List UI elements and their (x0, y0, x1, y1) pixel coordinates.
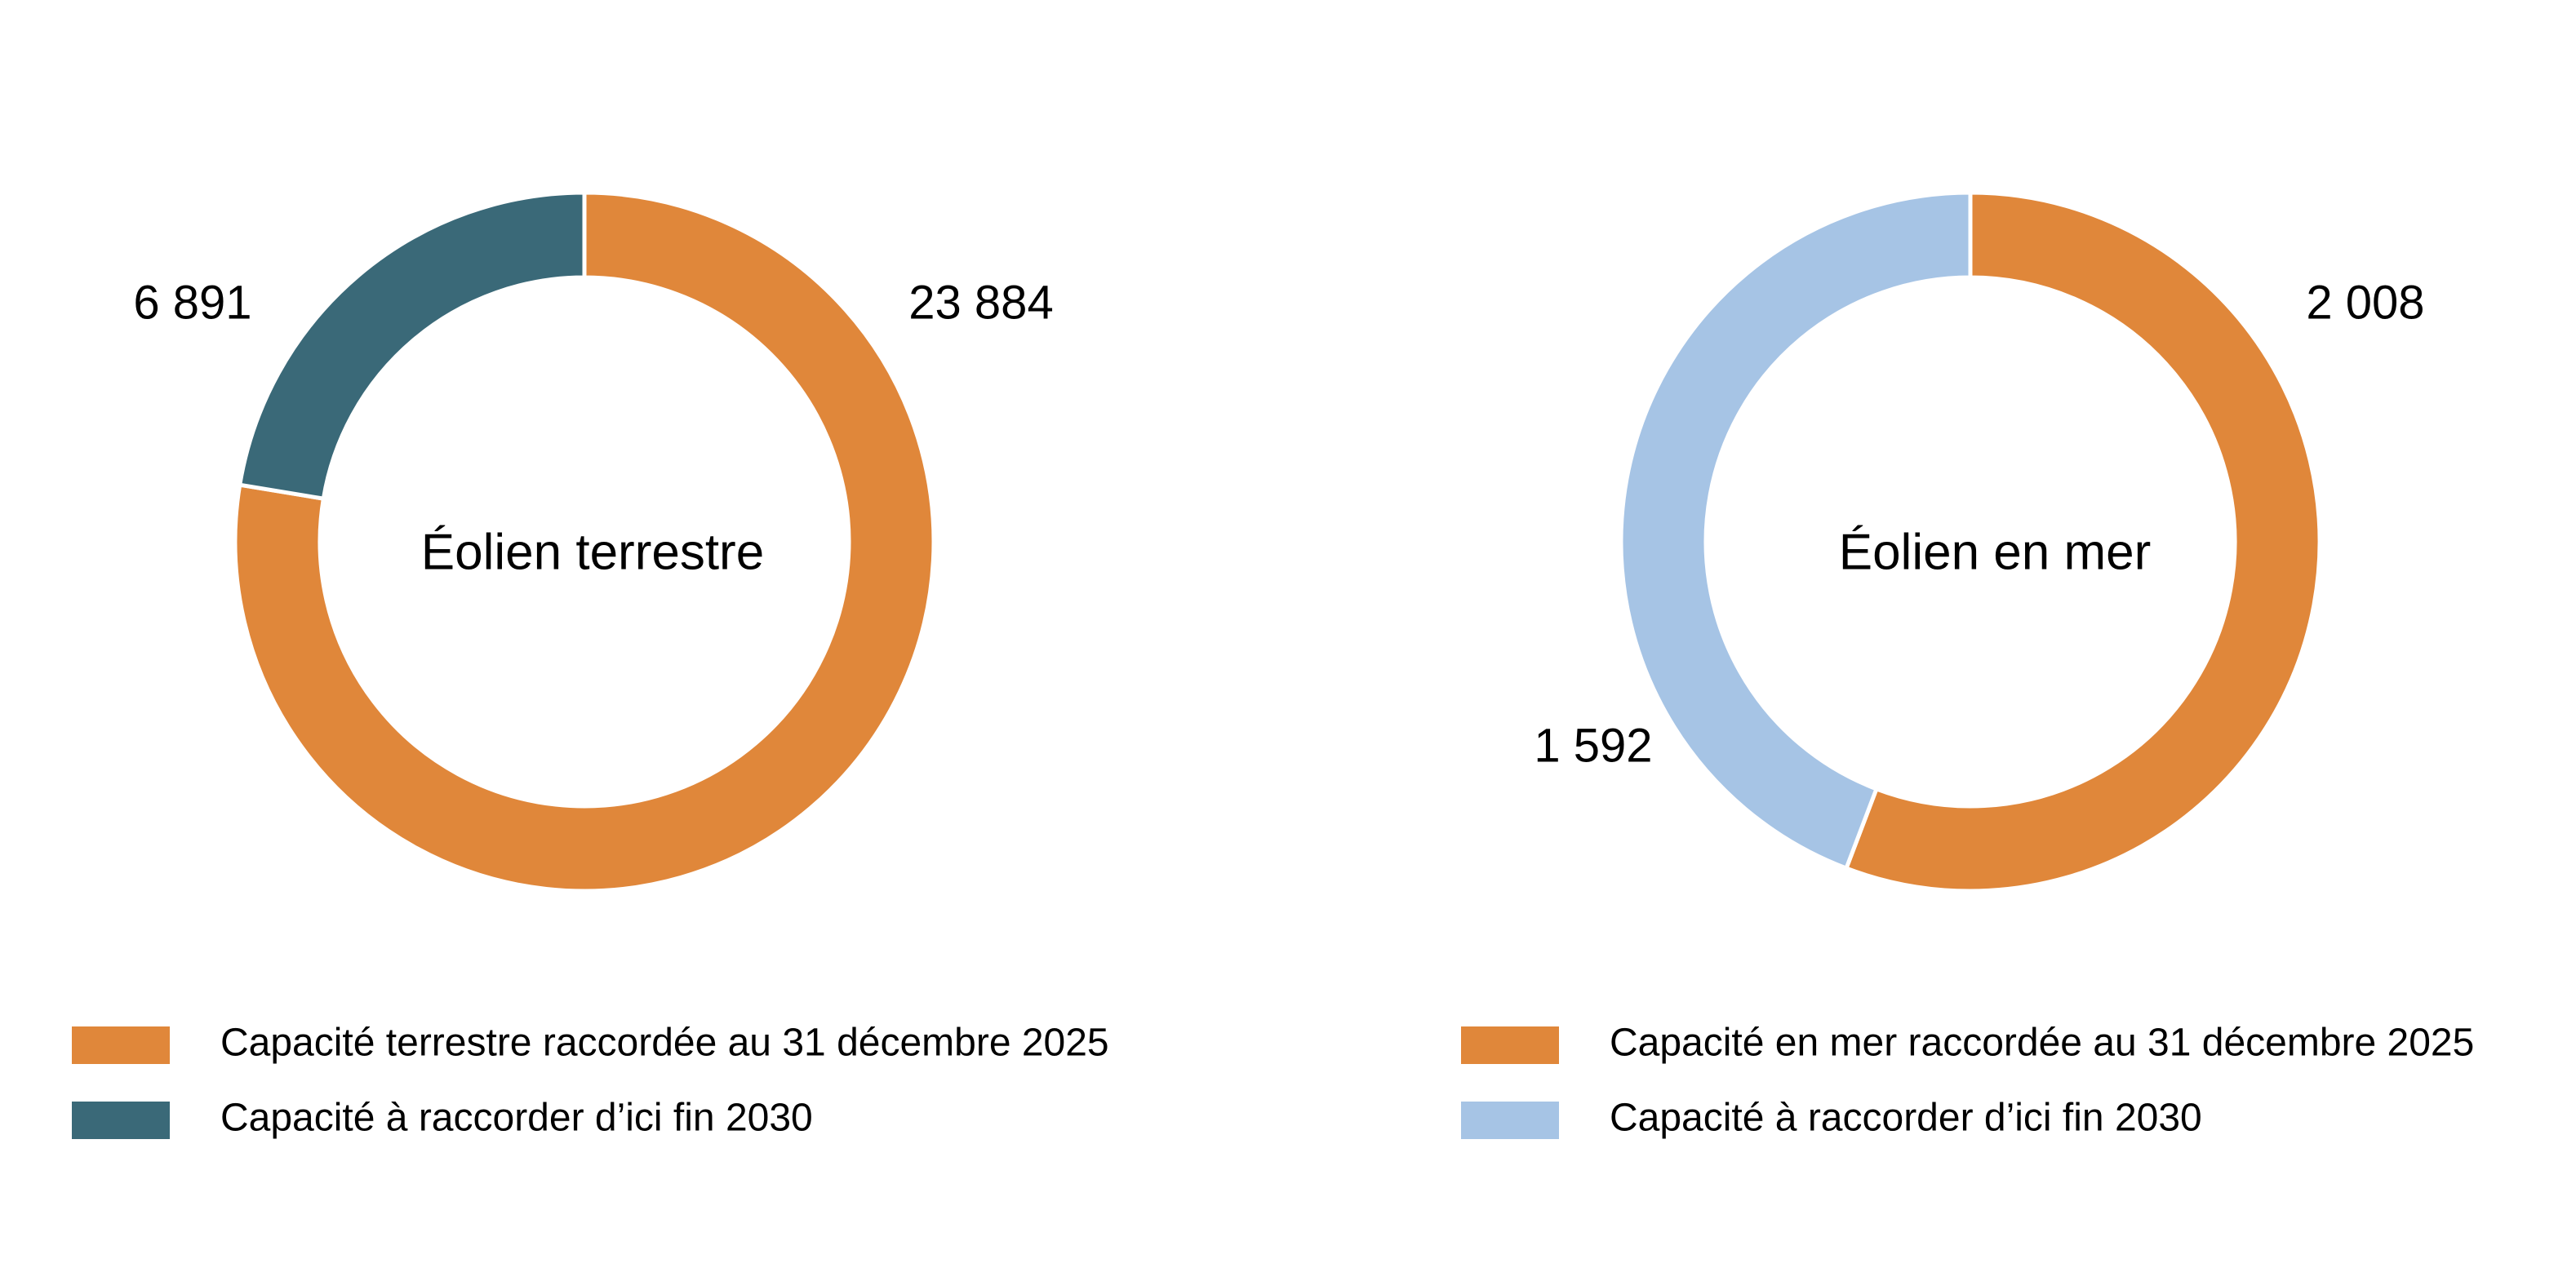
data-label-offshore-to-connect: 1 592 (1534, 719, 1652, 772)
legend-swatch-onshore-to-connect (72, 1102, 170, 1139)
data-label-offshore-connected: 2 008 (2306, 276, 2424, 329)
donut-center-title-onshore: Éolien terrestre (421, 524, 764, 580)
data-label-onshore-connected: 23 884 (908, 276, 1053, 329)
donut-segment-offshore-connected (1844, 190, 2322, 893)
legend-swatch-onshore-connected (72, 1026, 170, 1064)
donut-segment-onshore-connected (233, 190, 936, 893)
legend-label-onshore-connected: Capacité terrestre raccordée au 31 décem… (220, 1022, 1109, 1065)
legend-swatch-offshore-connected (1461, 1026, 1559, 1064)
legend-label-offshore-connected: Capacité en mer raccordée au 31 décembre… (1610, 1022, 2474, 1065)
donut-segment-onshore-to-connect (238, 190, 587, 501)
data-label-onshore-to-connect: 6 891 (133, 276, 251, 329)
donut-chart-onshore: Éolien terrestre 23 884 6 891 (133, 190, 1054, 893)
legend-offshore: Capacité en mer raccordée au 31 décembre… (1461, 1022, 2474, 1140)
donut-center-title-offshore: Éolien en mer (1839, 524, 2152, 580)
legend-label-offshore-to-connect: Capacité à raccorder d’ici fin 2030 (1610, 1097, 2202, 1140)
donut-segment-offshore-to-connect (1619, 190, 1973, 871)
legend-onshore: Capacité terrestre raccordée au 31 décem… (72, 1022, 1109, 1140)
legend-label-onshore-to-connect: Capacité à raccorder d’ici fin 2030 (220, 1097, 813, 1140)
legend-swatch-offshore-to-connect (1461, 1102, 1559, 1139)
donut-chart-offshore: Éolien en mer 2 008 1 592 (1534, 190, 2425, 893)
